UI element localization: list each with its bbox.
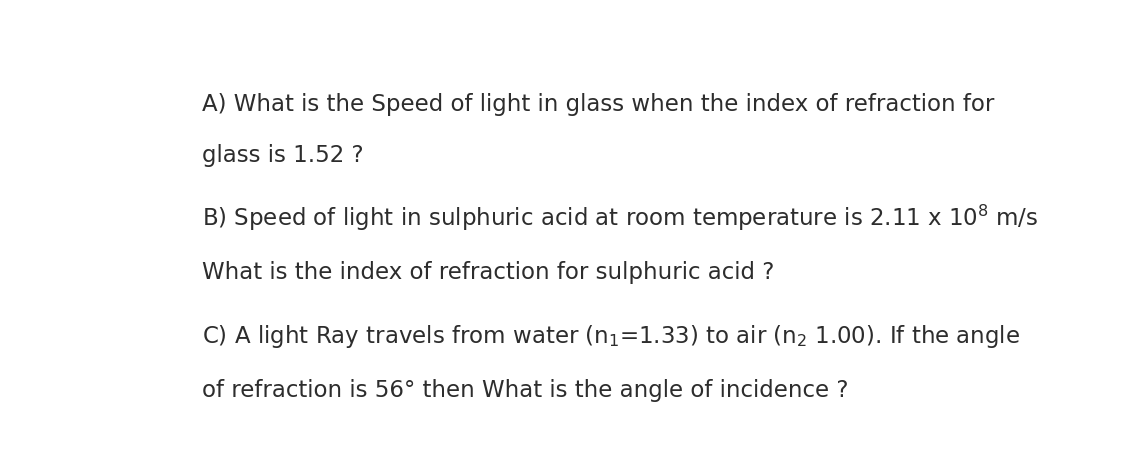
Text: B) Speed of light in sulphuric acid at room temperature is 2.11 x 10$^{8}$ m/s: B) Speed of light in sulphuric acid at r… [201,203,1038,233]
Text: What is the index of refraction for sulphuric acid ?: What is the index of refraction for sulp… [201,261,774,284]
Text: of refraction is 56° then What is the angle of incidence ?: of refraction is 56° then What is the an… [201,378,848,402]
Text: C) A light Ray travels from water (n$_{1}$=1.33) to air (n$_{2}$ 1.00). If the a: C) A light Ray travels from water (n$_{1… [201,323,1019,350]
Text: glass is 1.52 ?: glass is 1.52 ? [201,144,363,167]
Text: A) What is the Speed of light in glass when the index of refraction for: A) What is the Speed of light in glass w… [201,93,995,116]
